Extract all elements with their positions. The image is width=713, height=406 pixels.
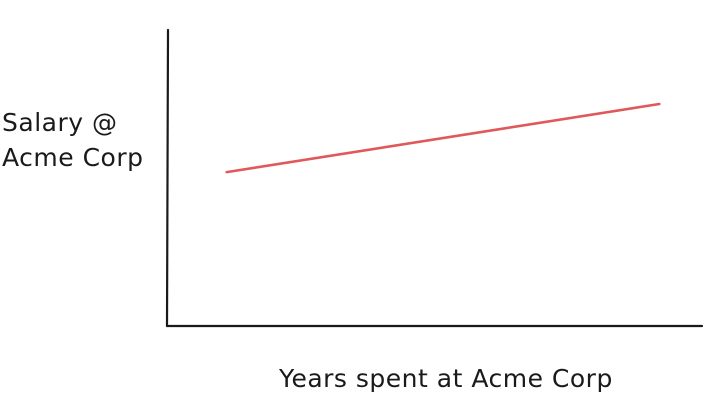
y-axis-label-line-1: Salary @	[2, 108, 117, 137]
series-line-1	[225, 102, 661, 174]
y-axis-label: Salary @ Acme Corp	[2, 108, 144, 172]
y-axis	[165, 28, 170, 328]
x-axis-label: Years spent at Acme Corp	[278, 364, 613, 393]
x-axis	[165, 324, 704, 328]
series-layer	[225, 102, 661, 174]
y-axis-label-line-2: Acme Corp	[2, 143, 144, 172]
